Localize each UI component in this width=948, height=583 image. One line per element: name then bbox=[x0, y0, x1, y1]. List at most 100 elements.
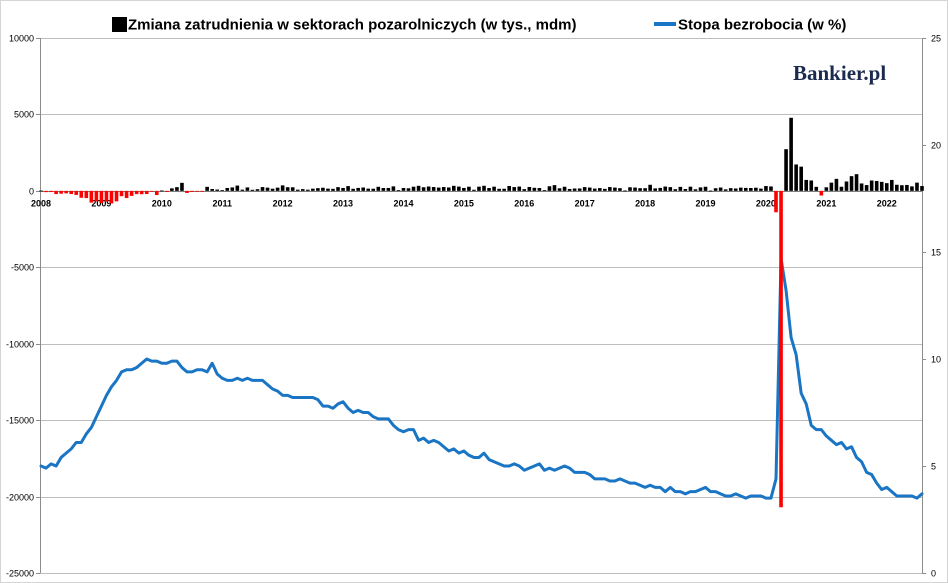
employment-bar-positive bbox=[839, 186, 844, 191]
employment-bar-negative bbox=[165, 190, 169, 192]
legend-line-label: Stopa bezrobocia (w %) bbox=[678, 17, 846, 34]
employment-bar-positive bbox=[668, 187, 673, 191]
employment-bar-negative bbox=[129, 190, 134, 196]
y-tick-label: -10000 bbox=[6, 340, 34, 350]
employment-bar-positive bbox=[683, 189, 688, 191]
y2-tick-label: 5 bbox=[931, 462, 936, 472]
y-tick-label: -5000 bbox=[11, 263, 34, 273]
employment-bar-positive bbox=[270, 188, 275, 191]
employment-bar-positive bbox=[477, 186, 481, 191]
employment-bar-negative bbox=[139, 190, 144, 195]
x-tick-label: 2016 bbox=[514, 199, 534, 209]
employment-bar-positive bbox=[205, 186, 209, 191]
x-tick-label: 2018 bbox=[635, 199, 655, 209]
employment-bar-negative bbox=[69, 190, 74, 195]
employment-bar-positive bbox=[744, 187, 748, 191]
unemployment-rate-line bbox=[39, 256, 924, 500]
employment-bar-positive bbox=[376, 186, 381, 191]
employment-bar-positive bbox=[260, 187, 265, 191]
employment-bar-positive bbox=[421, 187, 426, 191]
legend: Zmiana zatrudnienia w sektorach pozaroln… bbox=[112, 17, 846, 34]
employment-bar-positive bbox=[658, 187, 663, 191]
employment-bar-positive bbox=[789, 117, 793, 191]
x-axis-labels: 2008 2009 2010 2011 2012 2013 2014 2015 2016 2017… bbox=[31, 199, 897, 209]
employment-bar-positive bbox=[718, 187, 723, 191]
employment-bar-positive bbox=[280, 185, 285, 191]
employment-bar-positive bbox=[769, 186, 773, 191]
employment-bar-positive bbox=[527, 186, 532, 191]
bankier-logo: Bankier.pl bbox=[793, 61, 886, 85]
employment-bar-positive bbox=[175, 187, 179, 191]
employment-bar-positive bbox=[738, 187, 743, 191]
employment-bar-positive bbox=[230, 187, 235, 191]
employment-bar-negative bbox=[154, 190, 159, 196]
employment-bar-positive bbox=[441, 187, 446, 191]
x-tick-label: 2015 bbox=[454, 199, 474, 209]
employment-bar-positive bbox=[452, 185, 456, 191]
employment-bar-positive bbox=[638, 188, 642, 191]
employment-bar-positive bbox=[733, 188, 738, 191]
employment-bar-positive bbox=[356, 187, 360, 191]
employment-bar-negative bbox=[185, 190, 189, 193]
employment-bar-positive bbox=[618, 188, 622, 191]
y2-tick-label: 25 bbox=[931, 34, 941, 44]
employment-bar-positive bbox=[809, 180, 814, 191]
employment-bar-negative bbox=[94, 190, 99, 202]
employment-bar-positive bbox=[587, 187, 592, 191]
employment-bar-negative bbox=[124, 190, 129, 199]
employment-bar-positive bbox=[623, 190, 627, 192]
employment-bar-positive bbox=[889, 179, 894, 191]
employment-bar-positive bbox=[210, 189, 214, 191]
employment-bar-positive bbox=[582, 187, 587, 191]
employment-bar-positive bbox=[436, 187, 441, 191]
employment-bar-positive bbox=[613, 187, 617, 191]
bar-series bbox=[39, 117, 924, 508]
employment-bar-positive bbox=[487, 188, 491, 191]
employment-bar-negative bbox=[84, 190, 89, 199]
employment-bar-positive bbox=[391, 186, 396, 191]
employment-bar-positive bbox=[879, 181, 884, 191]
employment-bar-positive bbox=[462, 187, 466, 191]
employment-bar-negative bbox=[104, 190, 109, 202]
employment-bar-negative bbox=[49, 190, 53, 193]
employment-bar-positive bbox=[517, 186, 522, 191]
employment-bar-positive bbox=[522, 189, 527, 191]
employment-bar-positive bbox=[834, 178, 839, 191]
y-tick-label: 5000 bbox=[14, 110, 34, 120]
employment-bar-positive bbox=[497, 188, 501, 191]
employment-bar-positive bbox=[411, 186, 416, 191]
employment-bar-positive bbox=[723, 189, 728, 191]
employment-bar-negative bbox=[109, 190, 114, 204]
employment-bar-positive bbox=[708, 190, 713, 192]
employment-bar-positive bbox=[864, 185, 869, 191]
employment-bar-positive bbox=[542, 190, 547, 191]
employment-bar-negative bbox=[74, 190, 79, 195]
employment-bar-positive bbox=[799, 166, 803, 191]
employment-bar-positive bbox=[598, 188, 602, 191]
employment-bar-positive bbox=[557, 188, 562, 191]
employment-bar-positive bbox=[381, 188, 386, 191]
employment-bar-positive bbox=[371, 188, 376, 191]
employment-bar-positive bbox=[759, 188, 763, 191]
employment-bar-positive bbox=[225, 187, 230, 191]
employment-bar-positive bbox=[592, 188, 597, 191]
employment-bar-positive bbox=[255, 189, 260, 191]
employment-bar-positive bbox=[265, 187, 270, 191]
employment-bar-positive bbox=[698, 187, 703, 191]
employment-bar-positive bbox=[895, 184, 899, 191]
employment-bar-positive bbox=[784, 149, 788, 191]
employment-bar-negative bbox=[54, 190, 58, 195]
employment-bar-positive bbox=[386, 187, 391, 191]
employment-bar-positive bbox=[673, 189, 678, 191]
employment-bar-positive bbox=[306, 189, 310, 191]
employment-bar-positive bbox=[341, 187, 345, 191]
employment-bar-negative bbox=[99, 190, 104, 203]
employment-bar-negative bbox=[79, 190, 84, 198]
legend-bar-swatch bbox=[112, 17, 127, 32]
employment-bar-positive bbox=[814, 186, 819, 191]
employment-bar-positive bbox=[240, 189, 245, 191]
x-tick-label: 2012 bbox=[273, 199, 293, 209]
employment-bar-positive bbox=[406, 188, 411, 191]
